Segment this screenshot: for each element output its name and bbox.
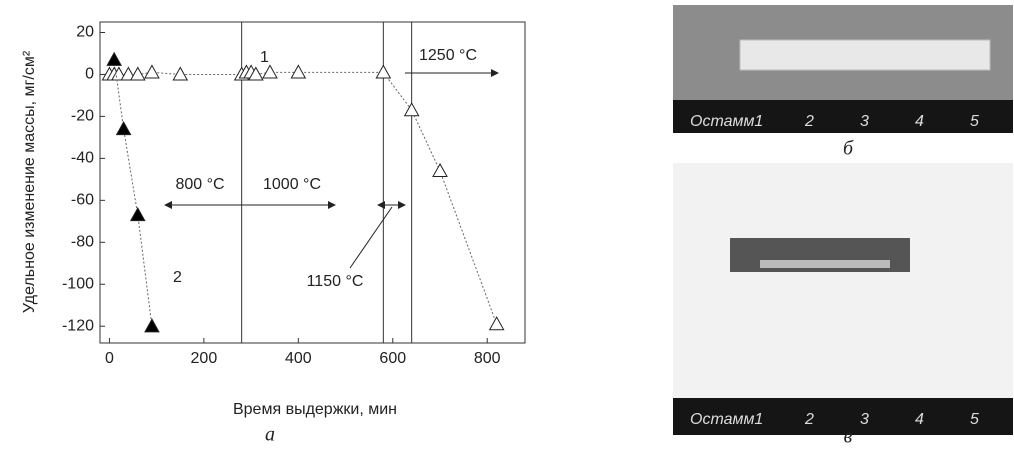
data-point <box>145 319 159 332</box>
panel-label: а <box>265 424 275 446</box>
x-axis-title: Время выдержки, мин <box>233 401 397 418</box>
ruler-label: 3 <box>860 113 869 130</box>
figure: Время выдержки, мин Удельное изменение м… <box>0 0 1014 447</box>
annotation: 1000 °C <box>263 176 321 193</box>
x-tick-label: 0 <box>105 350 114 367</box>
series-label: 1 <box>260 49 269 66</box>
panel-label: в <box>844 426 853 447</box>
y-tick-label: -80 <box>71 234 94 251</box>
data-point <box>107 53 121 66</box>
y-tick-label: -60 <box>71 192 94 209</box>
ruler-label: 5 <box>970 411 979 428</box>
ruler-label: Остамм1 <box>690 113 763 130</box>
annotation: 800 °C <box>175 176 224 193</box>
annotation: 1150 °C <box>307 273 364 290</box>
y-tick-label: -120 <box>62 317 94 334</box>
data-point <box>433 164 447 177</box>
data-point <box>263 65 277 78</box>
data-point <box>145 65 159 78</box>
data-point <box>490 317 504 330</box>
y-tick-label: 20 <box>76 24 94 41</box>
data-point <box>117 122 131 135</box>
photo-c <box>673 163 1013 435</box>
ruler-label: 2 <box>804 113 814 130</box>
x-tick-label: 200 <box>191 350 218 367</box>
y-tick-label: 0 <box>85 66 94 83</box>
leader-line <box>350 207 392 268</box>
ruler-label: 4 <box>915 113 924 130</box>
series-label: 2 <box>173 269 182 286</box>
ruler-label: 5 <box>970 113 979 130</box>
data-point <box>173 67 187 80</box>
ruler-label: 4 <box>915 411 924 428</box>
x-tick-label: 600 <box>379 350 406 367</box>
x-tick-label: 800 <box>474 350 501 367</box>
ruler-label: 3 <box>860 411 869 428</box>
ruler-label: Остамм1 <box>690 411 763 428</box>
data-point <box>291 65 305 78</box>
ruler-label: 2 <box>804 411 814 428</box>
x-tick-label: 400 <box>285 350 312 367</box>
series-line <box>114 60 152 326</box>
series-line <box>109 72 496 324</box>
panel-label: б <box>843 138 854 160</box>
annotation: 1250 °C <box>419 47 477 64</box>
y-tick-label: -20 <box>71 108 94 125</box>
data-point <box>131 208 145 221</box>
data-point <box>376 65 390 78</box>
y-tick-label: -100 <box>62 275 94 292</box>
y-tick-label: -40 <box>71 150 94 167</box>
y-axis-title: Удельное изменение массы, мг/см² <box>21 50 38 313</box>
data-point <box>405 103 419 116</box>
